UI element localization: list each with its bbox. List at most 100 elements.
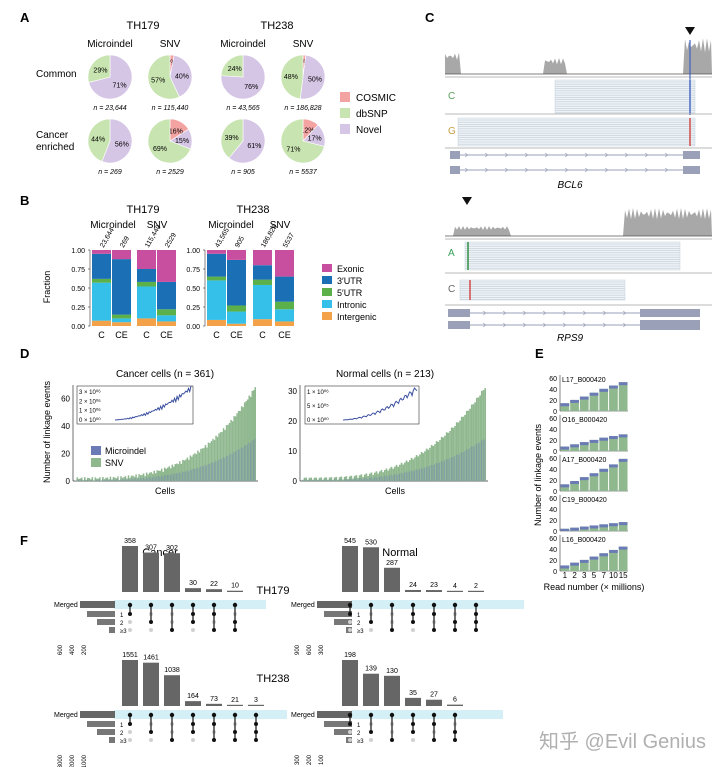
b-bar-seg-utr3 xyxy=(227,259,246,306)
d-bar-microindel xyxy=(410,470,412,481)
f-merged-bar xyxy=(80,711,115,718)
strand-arrow xyxy=(464,152,469,158)
d-bar-snv xyxy=(338,477,341,481)
e-bar-top xyxy=(560,446,570,450)
pie-slice-dbsnp xyxy=(280,118,325,164)
pie-n-label: n = 43,565 xyxy=(226,105,259,112)
e-bar-top xyxy=(560,484,570,488)
e-bar-top xyxy=(618,458,628,462)
e-bar xyxy=(579,396,589,411)
d-bar-microindel xyxy=(129,479,131,481)
e-bar-top xyxy=(570,481,579,485)
d-bar-snv xyxy=(177,464,180,481)
d-bar-microindel xyxy=(121,479,123,481)
f-merged-bar xyxy=(317,711,352,718)
d-bar-microindel xyxy=(465,449,467,481)
f-bar xyxy=(342,660,358,706)
d-bar-snv xyxy=(209,443,211,481)
pie-slice-label: 29% xyxy=(93,68,107,75)
strand-arrow xyxy=(544,152,549,158)
d-bar-snv xyxy=(213,440,216,481)
f-bar-value: 302 xyxy=(166,545,178,552)
d-bar-snv xyxy=(469,408,471,481)
d-bar-snv xyxy=(450,427,453,481)
pie-n-label: n = 905 xyxy=(231,169,255,176)
f-dot xyxy=(369,628,373,632)
d-bar-microindel xyxy=(127,478,129,481)
e-bar xyxy=(609,464,618,491)
b-legend-swatch-intronic xyxy=(322,300,332,308)
d-bar-snv xyxy=(442,437,445,481)
d-bar-snv xyxy=(174,463,177,481)
gene-exon xyxy=(640,320,700,330)
b-xtick: C xyxy=(98,330,105,340)
f-bar xyxy=(405,697,421,706)
e-ytick: 40 xyxy=(549,467,557,474)
d-bar-microindel xyxy=(99,479,100,481)
strand-arrow xyxy=(584,167,589,173)
d-bar-snv xyxy=(222,428,225,481)
d-bar-microindel xyxy=(412,471,414,481)
f-dot xyxy=(149,738,153,742)
d-bar-microindel xyxy=(330,479,332,481)
f-setsize-bar xyxy=(324,611,352,617)
d-bar-microindel xyxy=(353,478,355,481)
d-bar-microindel xyxy=(242,447,244,481)
d-bar-microindel xyxy=(148,477,150,481)
d-bar-snv xyxy=(233,416,235,481)
d-bar-snv xyxy=(219,432,222,481)
d-bar-microindel xyxy=(147,478,149,481)
strand-arrow xyxy=(602,310,607,316)
c-allele-c2: C xyxy=(448,284,455,295)
b-sample-th238: TH238 xyxy=(236,204,269,216)
b-bar-seg-utr3 xyxy=(253,265,272,280)
pie-slice-label: 56% xyxy=(115,141,129,148)
e-ytick: 40 xyxy=(549,427,557,434)
e-xtick: 10 xyxy=(609,571,618,580)
d-inset-tick: 5 × 10⁰⁵ xyxy=(307,403,329,410)
e-ytick: 0 xyxy=(553,409,557,416)
b-bar-seg-intergenic xyxy=(227,323,246,326)
d-bar-microindel xyxy=(409,471,410,481)
e-bar xyxy=(579,442,589,451)
b-xtick: C xyxy=(213,330,220,340)
e-xtick: 1 xyxy=(563,571,568,580)
d-bar-microindel xyxy=(302,480,303,481)
f-bar-value: 30 xyxy=(189,580,197,587)
d-bar-microindel xyxy=(228,454,230,481)
e-bar-top xyxy=(618,546,628,550)
e-bar xyxy=(609,523,618,531)
strand-arrow xyxy=(584,152,589,158)
e-bar-top xyxy=(579,442,589,446)
f-bar-value: 1038 xyxy=(164,667,180,674)
f-bar-value: 130 xyxy=(386,668,398,675)
d-bar-microindel xyxy=(151,477,153,481)
e-bar xyxy=(599,524,609,531)
f-merged-bar xyxy=(317,601,352,608)
b-group-microindel-1: Microindel xyxy=(90,220,136,231)
d-bar-snv xyxy=(117,476,119,481)
strand-arrow xyxy=(484,167,489,173)
pie-slice-novel xyxy=(228,118,266,164)
pie-charts: 71% 29% n = 23,644 3% 40% 57% n = 115,440 76% 24… xyxy=(87,54,326,176)
pie-slice-label: 76% xyxy=(244,84,258,91)
d-bar-microindel xyxy=(417,469,419,481)
d-bar-microindel xyxy=(117,478,118,481)
d-bar-microindel xyxy=(87,479,88,481)
d-bar-snv xyxy=(114,477,116,481)
d-bar-snv xyxy=(345,476,348,481)
strand-arrow xyxy=(562,322,567,328)
d-bar-snv xyxy=(385,468,388,481)
e-bar xyxy=(599,553,609,571)
d-legend-swatch-snv xyxy=(91,458,101,467)
d-bar-microindel xyxy=(245,445,247,481)
d-bar-microindel xyxy=(340,479,342,481)
strand-arrow xyxy=(582,322,587,328)
d-bar-microindel xyxy=(480,440,482,481)
d-bar-microindel xyxy=(320,479,322,481)
d-bar-snv xyxy=(470,404,473,481)
c-allele-g: G xyxy=(448,126,456,137)
d-bar-microindel xyxy=(200,466,201,481)
d-bar-snv xyxy=(435,441,438,481)
d-bar-snv xyxy=(474,402,476,481)
